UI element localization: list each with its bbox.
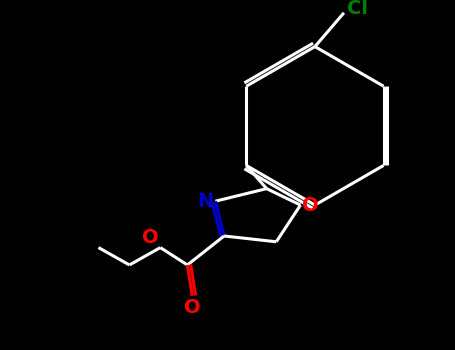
Text: O: O <box>184 298 201 317</box>
Text: Cl: Cl <box>347 0 368 19</box>
Text: O: O <box>142 229 159 247</box>
Text: N: N <box>197 192 214 211</box>
Text: O: O <box>302 196 318 215</box>
